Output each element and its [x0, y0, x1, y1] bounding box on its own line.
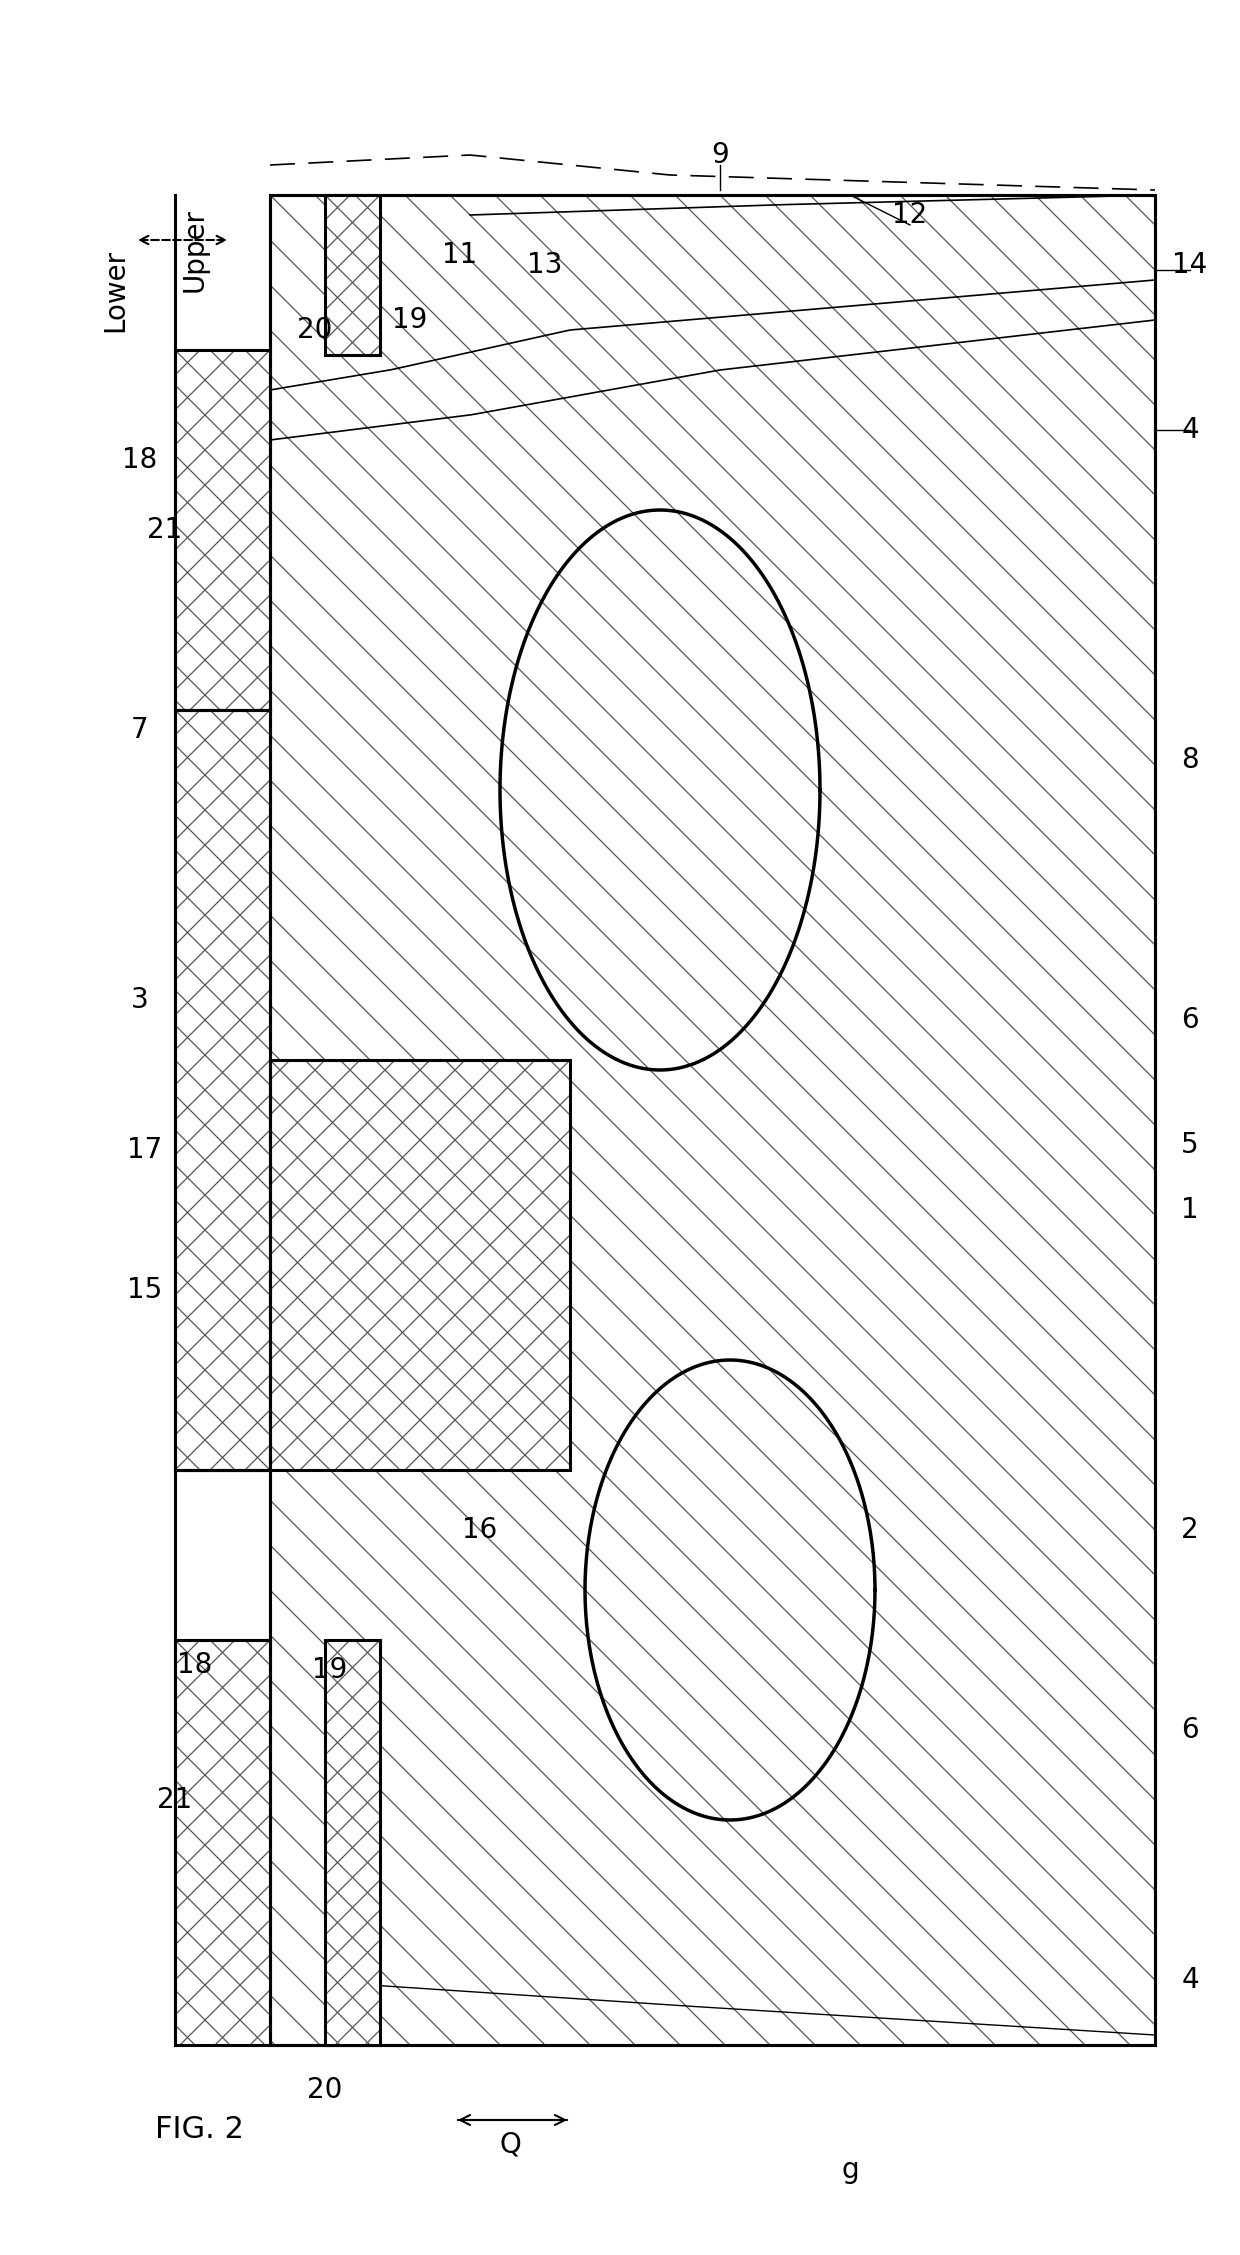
Text: 12: 12: [893, 201, 928, 230]
Bar: [270, 1060, 570, 1470]
Text: 11: 11: [443, 241, 477, 268]
Text: 9: 9: [711, 142, 729, 169]
Text: 8: 8: [1182, 746, 1199, 773]
Bar: [175, 350, 270, 710]
Text: 5: 5: [1182, 1132, 1199, 1159]
Text: 6: 6: [1182, 1716, 1199, 1743]
Text: 1: 1: [1182, 1195, 1199, 1224]
Bar: [325, 194, 379, 354]
Text: 7: 7: [131, 717, 149, 744]
Bar: [175, 710, 270, 1470]
Text: 21: 21: [157, 1786, 192, 1813]
Text: 19: 19: [312, 1655, 347, 1684]
Bar: [175, 1639, 270, 2045]
Text: 6: 6: [1182, 1006, 1199, 1035]
Text: g: g: [841, 2156, 859, 2185]
Bar: [325, 1639, 379, 2045]
Text: 16: 16: [463, 1515, 497, 1545]
Text: 4: 4: [1182, 415, 1199, 444]
Text: 3: 3: [131, 985, 149, 1015]
Text: 20: 20: [308, 2077, 342, 2104]
Text: 2: 2: [1182, 1515, 1199, 1545]
Bar: [325, 1639, 379, 2045]
Text: Q: Q: [500, 2131, 521, 2158]
Text: 18: 18: [123, 446, 157, 474]
Text: 15: 15: [128, 1276, 162, 1303]
Text: Upper: Upper: [181, 207, 210, 291]
Bar: [270, 194, 1154, 2045]
Text: 4: 4: [1182, 1966, 1199, 1993]
Text: 14: 14: [1172, 250, 1208, 280]
Bar: [175, 710, 270, 1470]
Bar: [270, 194, 1154, 2045]
Text: 13: 13: [527, 250, 563, 280]
Bar: [325, 194, 379, 354]
Text: Lower: Lower: [100, 248, 129, 331]
Bar: [175, 1639, 270, 2045]
Text: 20: 20: [298, 316, 332, 345]
Bar: [175, 350, 270, 710]
Bar: [270, 1060, 570, 1470]
Text: 19: 19: [392, 307, 428, 334]
Bar: [270, 194, 1154, 2045]
Text: 17: 17: [128, 1137, 162, 1164]
Text: FIG. 2: FIG. 2: [155, 2115, 244, 2145]
Text: 18: 18: [177, 1651, 212, 1680]
Text: 21: 21: [148, 516, 182, 543]
